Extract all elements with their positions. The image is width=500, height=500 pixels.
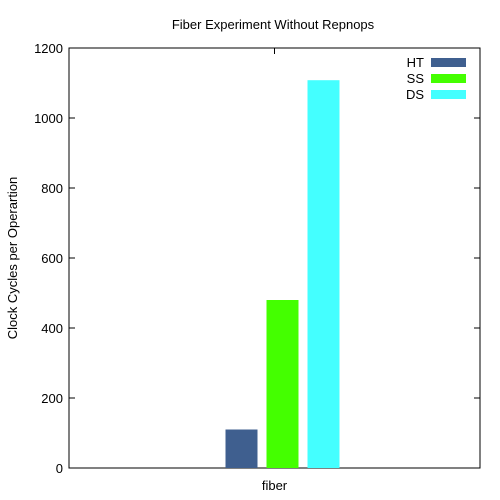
bar-ht <box>225 429 258 468</box>
bars <box>225 80 340 468</box>
x-tick-label: fiber <box>262 478 288 493</box>
y-tick-label: 0 <box>56 461 63 476</box>
chart-title: Fiber Experiment Without Repnops <box>172 17 375 32</box>
y-tick-label: 600 <box>41 251 63 266</box>
legend-swatch-ht <box>431 58 466 67</box>
y-tick-label: 800 <box>41 181 63 196</box>
y-tick-label: 400 <box>41 321 63 336</box>
y-tick-label: 200 <box>41 391 63 406</box>
y-tick-label: 1200 <box>34 41 63 56</box>
y-axis-label: Clock Cycles per Operartion <box>5 177 20 340</box>
y-axis: 0 200 400 600 800 1000 1200 <box>34 41 480 476</box>
legend-label-ss: SS <box>407 71 425 86</box>
bar-ds <box>307 80 340 468</box>
legend-label-ht: HT <box>407 55 424 70</box>
bar-ss <box>266 300 299 468</box>
legend-swatch-ss <box>431 74 466 83</box>
legend-swatch-ds <box>431 90 466 99</box>
legend-label-ds: DS <box>406 87 424 102</box>
y-tick-label: 1000 <box>34 111 63 126</box>
